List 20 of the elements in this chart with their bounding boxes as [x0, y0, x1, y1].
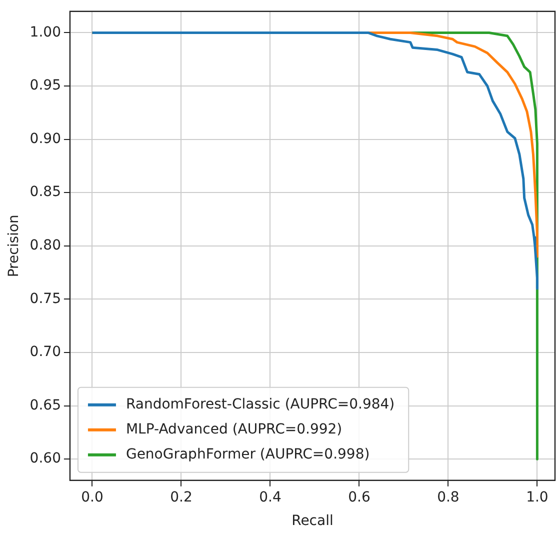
y-tick-label: 0.95: [30, 78, 61, 94]
y-tick-label: 0.70: [30, 344, 61, 360]
y-tick-label: 0.75: [30, 290, 61, 307]
x-tick-label: 0.6: [348, 489, 370, 506]
y-tick-label: 1.00: [30, 24, 61, 40]
x-tick-label: 0.0: [81, 489, 104, 506]
legend-label: MLP-Advanced (AUPRC=0.992): [126, 422, 342, 438]
y-tick-label: 0.65: [30, 397, 61, 414]
y-axis-title: Precision: [6, 214, 22, 278]
y-tick-label: 0.80: [30, 238, 61, 254]
x-tick-label: 0.4: [259, 489, 282, 506]
x-tick-label: 1.0: [526, 489, 548, 506]
legend-label: RandomForest-Classic (AUPRC=0.984): [126, 396, 395, 413]
x-axis-title: Recall: [292, 513, 334, 530]
legend-label: GenoGraphFormer (AUPRC=0.998): [126, 446, 370, 463]
y-tick-label: 0.85: [30, 184, 61, 200]
x-tick-label: 0.2: [170, 489, 192, 506]
y-tick-label: 0.60: [30, 450, 61, 467]
x-tick-label: 0.8: [437, 489, 460, 506]
y-tick-label: 0.90: [30, 130, 61, 147]
